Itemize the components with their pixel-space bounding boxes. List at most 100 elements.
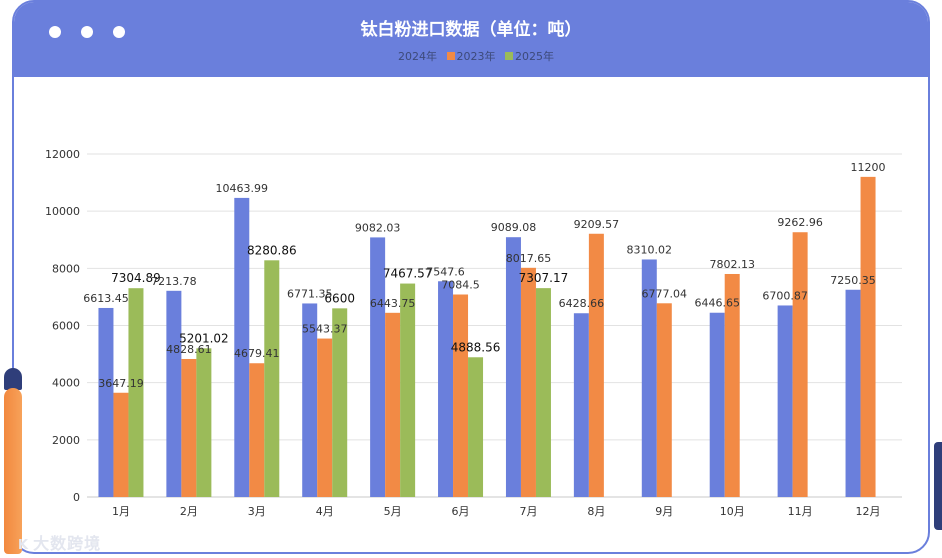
pen-decoration [4,388,22,554]
bar-2025年-5月 [400,283,416,497]
bar-2024年-9月 [641,259,657,497]
bar-2024年-11月 [777,305,793,497]
bar-2025年-6月 [468,357,484,497]
bar-2023年-10月 [724,273,740,497]
bar-2024年-12月 [845,289,861,497]
y-tick-label: 8000 [52,262,80,275]
legend-item-2023[interactable]: 2023年 [446,48,496,64]
data-label-2023年-10月: 7802.13 [709,258,755,271]
data-label-2025年-5月: 7467.57 [383,267,433,281]
data-label-2024年-7月: 9089.08 [491,221,537,234]
x-tick-label: 7月 [519,505,537,518]
watermark: K 大数跨境 [18,530,101,554]
data-label-2024年-4月: 6771.35 [287,287,333,300]
bar-2023年-8月 [588,233,604,497]
bar-2023年-12月 [860,176,876,497]
x-tick-label: 1月 [112,505,130,518]
legend-swatch-2023 [446,52,455,60]
data-label-2025年-7月: 7307.17 [519,271,569,285]
bar-2024年-6月 [438,281,454,497]
data-label-2024年-11月: 6700.87 [762,289,808,302]
bar-2023年-1月 [113,392,129,497]
x-tick-label: 4月 [316,505,334,518]
x-tick-label: 3月 [248,505,266,518]
x-tick-label: 2月 [180,505,198,518]
data-label-2023年-7月: 8017.65 [506,252,552,265]
y-tick-label: 6000 [52,320,80,333]
window-dot-2 [81,26,93,38]
data-label-2025年-3月: 8280.86 [247,243,297,257]
watermark-text: 大数跨境 [33,534,102,553]
x-tick-label: 8月 [587,505,605,518]
bar-2025年-1月 [128,288,144,497]
bar-2023年-2月 [181,358,197,497]
bar-2024年-3月 [234,197,250,497]
data-label-2023年-5月: 6443.75 [370,297,416,310]
watermark-logo: K [18,538,30,553]
bar-2023年-4月 [317,338,333,497]
bar-2024年-10月 [709,312,725,497]
data-label-2024年-8月: 6428.66 [559,297,605,310]
data-label-2023年-2月: 4828.61 [166,343,212,356]
legend-label-2023: 2023年 [456,50,496,63]
bar-2023年-11月 [792,232,808,497]
data-label-2023年-1月: 3647.19 [98,377,144,390]
bar-2025年-4月 [332,308,348,497]
bar-2025年-3月 [264,260,280,497]
x-tick-label: 11月 [788,505,813,518]
bar-2024年-7月 [505,237,521,497]
data-label-2023年-8月: 9209.57 [574,218,620,231]
legend-item-2025[interactable]: 2025年 [505,48,554,64]
x-tick-label: 5月 [384,505,402,518]
bar-2025年-2月 [196,348,212,497]
data-label-2024年-10月: 6446.65 [694,297,740,310]
data-label-2023年-11月: 9262.96 [777,216,823,229]
data-label-2025年-6月: 4888.56 [451,340,501,354]
bar-2023年-7月 [520,267,536,497]
legend-label-2024: 2024年 [398,50,437,63]
pen-decoration-cap [4,368,22,390]
bar-2023年-9月 [656,303,672,497]
bar-2024年-8月 [573,313,589,497]
x-tick-label: 10月 [720,505,745,518]
data-label-2023年-9月: 6777.04 [642,287,688,300]
data-label-2025年-1月: 7304.89 [111,271,161,285]
data-label-2024年-5月: 9082.03 [355,221,401,234]
chart-title: 钛白粉进口数据（单位：吨） [360,20,582,40]
bar-2025年-7月 [535,288,551,497]
data-label-2024年-3月: 10463.99 [216,182,269,195]
window-dot-1 [49,26,61,38]
window-dot-3 [113,26,125,38]
legend-swatch-2025 [505,52,513,60]
data-label-2024年-12月: 7250.35 [830,274,876,287]
data-label-2024年-6月: 7547.6 [426,265,465,278]
legend-swatch-2024 [388,52,396,60]
card-header: 钛白粉进口数据（单位：吨） 2024年 2023年 2025年 [14,2,928,77]
legend-label-2025: 2025年 [515,50,554,63]
data-label-2023年-6月: 7084.5 [441,279,480,292]
bar-2023年-5月 [385,312,401,497]
y-tick-label: 12000 [45,148,80,161]
bar-2024年-2月 [166,290,182,497]
bar-2023年-3月 [249,363,265,497]
side-tab-decoration [934,442,942,530]
bar-2023年-6月 [453,294,469,497]
x-tick-label: 9月 [655,505,673,518]
chart-legend: 2024年 2023年 2025年 [14,48,928,64]
x-tick-label: 6月 [452,505,470,518]
bar-2024年-4月 [302,303,318,497]
x-tick-label: 12月 [856,505,881,518]
data-label-2023年-3月: 4679.41 [234,347,280,360]
bar-2024年-1月 [98,307,114,497]
data-label-2023年-12月: 11200 [851,161,886,174]
y-tick-label: 10000 [45,205,80,218]
y-tick-label: 4000 [52,377,80,390]
y-tick-label: 2000 [52,434,80,447]
data-label-2025年-2月: 5201.02 [179,331,229,345]
legend-item-2024[interactable]: 2024年 [388,48,437,64]
y-tick-label: 0 [73,491,80,504]
data-label-2025年-4月: 6600 [324,291,355,305]
bar-2024年-5月 [370,237,386,497]
data-label-2024年-1月: 6613.45 [83,292,129,305]
